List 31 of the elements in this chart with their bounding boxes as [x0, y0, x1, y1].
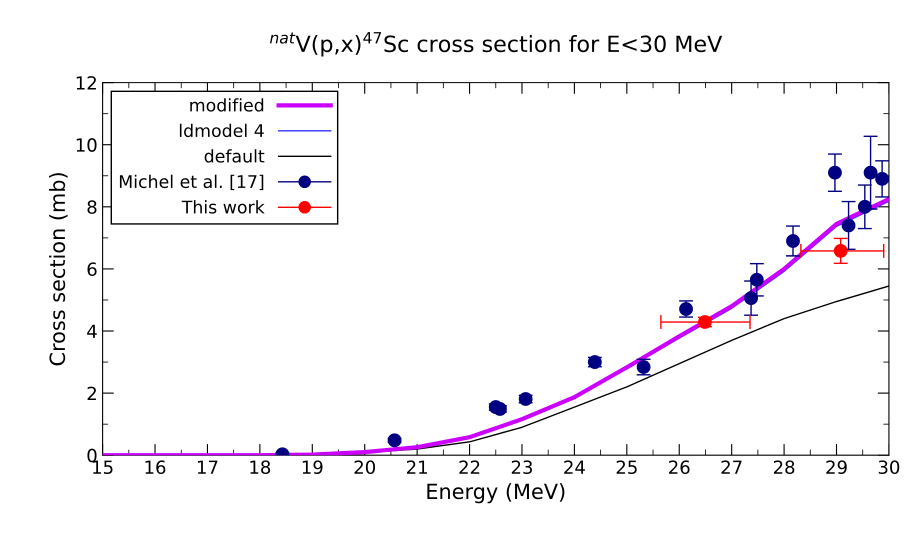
x-tick-label: 25: [616, 460, 637, 474]
x-tick-label: 20: [354, 460, 375, 474]
y-axis-title: Cross section (mb): [49, 173, 68, 366]
x-tick-label: 30: [878, 460, 900, 474]
y-tick-label: 4: [87, 324, 97, 338]
legend-label: modified: [190, 98, 264, 112]
legend-label: Michel et al. [17]: [120, 174, 264, 190]
chart-title: $^{nat}$V(p,x)$^{47}$Sc cross section for E<30 MeV: [270, 32, 722, 57]
y-tick-label: 10: [76, 138, 97, 152]
y-tick-label: 8: [87, 200, 97, 214]
x-tick-label: 22: [459, 460, 480, 474]
x-tick-label: 16: [146, 460, 166, 474]
x-tick-label: 28: [774, 460, 794, 474]
y-tick-label: 2: [88, 386, 96, 400]
legend-label: ldmodel 4: [180, 124, 264, 138]
x-tick-label: 27: [722, 460, 742, 474]
y-tick-label: 12: [76, 76, 96, 90]
legend-label: This work: [182, 200, 265, 214]
x-tick-label: 26: [669, 460, 690, 474]
x-tick-label: 15: [93, 460, 113, 474]
x-tick-label: 29: [826, 460, 847, 474]
x-tick-label: 17: [198, 460, 218, 474]
y-tick-label: 0: [87, 448, 97, 462]
y-tick-label: 6: [88, 262, 97, 276]
x-tick-label: 23: [512, 460, 532, 474]
x-axis-title: Energy (MeV): [427, 483, 564, 504]
x-tick-label: 24: [564, 460, 585, 474]
legend-label: default: [204, 149, 264, 163]
x-tick-label: 21: [406, 460, 427, 474]
x-tick-label: 19: [302, 460, 323, 474]
x-tick-label: 18: [250, 460, 270, 474]
